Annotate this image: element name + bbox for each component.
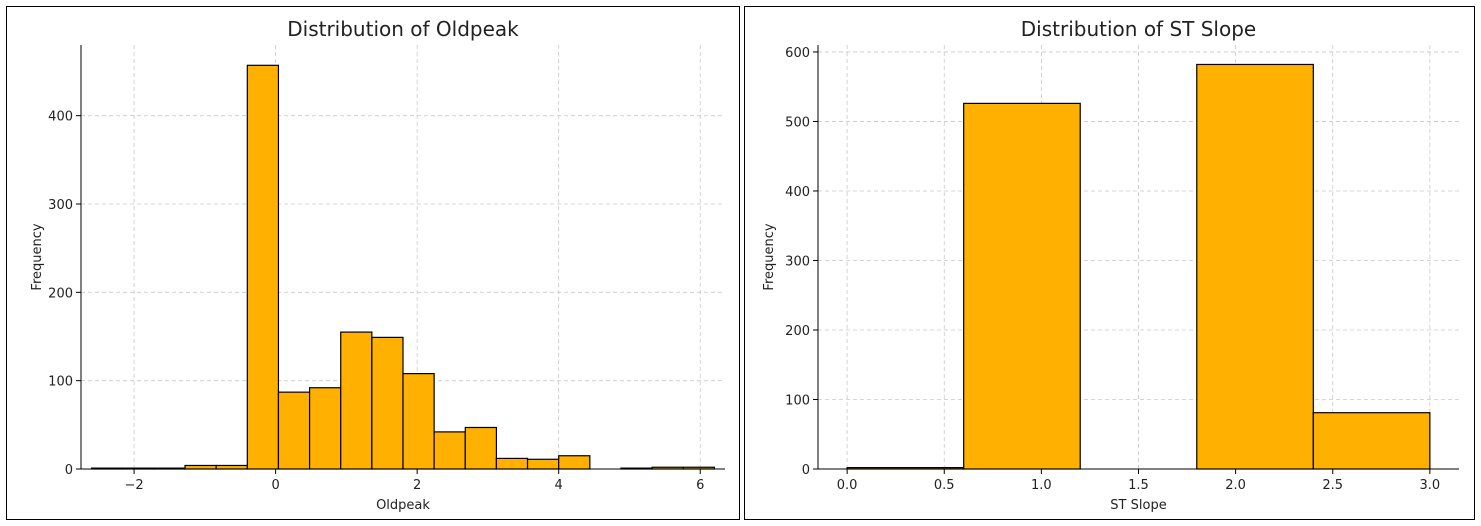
oldpeak-y-tick-label: 0 xyxy=(65,463,73,478)
st-slope-y-tick-label: 500 xyxy=(785,115,810,130)
oldpeak-x-tick-label: 2 xyxy=(413,478,421,493)
oldpeak-bar xyxy=(433,431,466,470)
st-slope-bar xyxy=(963,102,1081,470)
st-slope-x-tick-label: 3.0 xyxy=(1420,478,1441,493)
oldpeak-y-tick-label: 200 xyxy=(48,286,73,301)
oldpeak-bar xyxy=(277,391,311,470)
oldpeak-x-tick-label: 0 xyxy=(271,478,279,493)
oldpeak-chart-title: Distribution of Oldpeak xyxy=(287,17,519,41)
st-slope-y-tick-label: 0 xyxy=(802,463,810,478)
oldpeak-bar xyxy=(215,464,248,470)
oldpeak-bar xyxy=(246,64,280,470)
st-slope-y-tick-label: 200 xyxy=(785,324,810,339)
st-slope-x-tick-label: 2.5 xyxy=(1322,478,1343,493)
oldpeak-bar xyxy=(464,426,498,470)
st-slope-x-tick-label: 0.5 xyxy=(934,478,955,493)
oldpeak-bar xyxy=(402,373,435,470)
oldpeak-bar xyxy=(526,458,560,470)
st-slope-y-tick-label: 300 xyxy=(785,254,810,269)
oldpeak-bar xyxy=(371,336,404,470)
st-slope-x-tick-label: 0.0 xyxy=(837,478,858,493)
st-slope-x-axis-label: ST Slope xyxy=(1110,498,1166,513)
st-slope-y-tick-label: 400 xyxy=(785,185,810,200)
oldpeak-bar xyxy=(558,455,591,470)
st-slope-y-axis-label: Frequency xyxy=(762,223,777,290)
oldpeak-x-tick-label: 6 xyxy=(696,478,704,493)
oldpeak-y-tick-label: 400 xyxy=(48,110,73,125)
oldpeak-y-tick-label: 300 xyxy=(48,198,73,213)
st-slope-bar xyxy=(1312,412,1431,470)
st-slope-chart-panel: 0.0 0.5 1.0 1.5 2.0 2.5 3.0 0 100 200 300 400 500 600… xyxy=(744,6,1475,520)
st-slope-histogram: 0.0 0.5 1.0 1.5 2.0 2.5 3.0 0 100 200 300 400 500 600… xyxy=(762,17,1459,513)
st-slope-y-tick-label: 600 xyxy=(785,46,810,61)
st-slope-x-tick-label: 2.0 xyxy=(1225,478,1246,493)
oldpeak-x-tick-label: 4 xyxy=(555,478,563,493)
oldpeak-histogram: −2 0 2 4 6 0 100 200 300 400 Distribution of Oldpe… xyxy=(30,17,725,513)
oldpeak-x-tick-label: −2 xyxy=(124,478,143,493)
oldpeak-x-axis-label: Oldpeak xyxy=(376,498,430,513)
oldpeak-y-tick-label: 100 xyxy=(48,375,73,390)
oldpeak-chart-panel: −2 0 2 4 6 0 100 200 300 400 Distribution of Oldpe… xyxy=(6,6,740,520)
st-slope-x-tick-label: 1.5 xyxy=(1128,478,1149,493)
oldpeak-bar xyxy=(308,387,342,470)
oldpeak-bar xyxy=(495,457,529,470)
oldpeak-bar xyxy=(184,464,217,470)
oldpeak-y-axis-label: Frequency xyxy=(30,223,45,290)
st-slope-y-tick-label: 100 xyxy=(785,393,810,408)
st-slope-chart-title: Distribution of ST Slope xyxy=(1021,17,1256,41)
st-slope-x-tick-label: 1.0 xyxy=(1031,478,1052,493)
oldpeak-bar xyxy=(340,331,373,470)
st-slope-bar xyxy=(1196,63,1314,470)
